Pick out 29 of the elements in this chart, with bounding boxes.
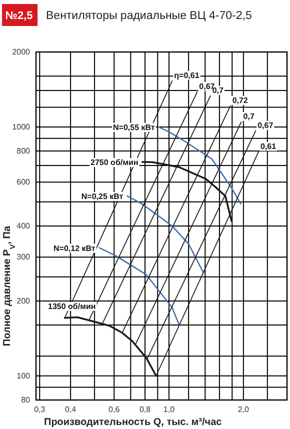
y-tick-label: 600 [16, 178, 31, 187]
y-tick-label: 200 [16, 296, 31, 306]
series-label: N=0,55 кВт [113, 122, 155, 132]
chart-subtitle: №2,5 [5, 10, 33, 22]
x-tick-label: 2,0 [238, 404, 250, 414]
x-tick-label: 0,4 [64, 404, 77, 414]
x-tick-label: 1,0 [163, 404, 176, 414]
series-label: η=0,61 [174, 70, 200, 80]
series-label: 0,72 [232, 96, 248, 105]
x-axis-title: Производительность Q, тыс. м³/час [44, 417, 222, 428]
x-tick-label: 0,3 [34, 404, 46, 414]
chart-title: Вентиляторы радиальные ВЦ 4-70-2,5 [46, 10, 252, 22]
series-label: 0,7 [212, 86, 224, 95]
y-tick-label: 2000 [12, 48, 31, 57]
x-tick-label: 0,8 [139, 404, 152, 414]
series-label: 0,7 [243, 112, 255, 121]
y-tick-label: 100 [16, 371, 31, 380]
series-label: N=0,25 кВт [81, 192, 124, 201]
series-label: 0,67 [258, 120, 274, 130]
series-label: 2750 об/мин [90, 158, 138, 168]
series-label: 1350 об/мин [48, 302, 96, 311]
y-tick-label: 300 [16, 252, 31, 262]
x-tick-label: 0,6 [108, 404, 120, 414]
y-tick-label: 1000 [12, 122, 31, 132]
y-tick-label: 80 [21, 396, 31, 405]
y-tick-label: 400 [16, 222, 31, 231]
series-label: N=0,12 кВт [54, 244, 96, 253]
y-tick-label: 800 [16, 146, 31, 156]
series-label: 0,61 [260, 142, 277, 151]
